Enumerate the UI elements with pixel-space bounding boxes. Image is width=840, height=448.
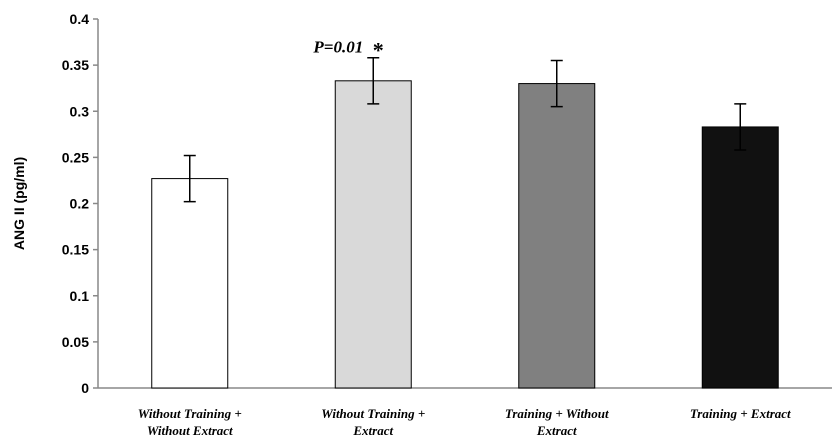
significance-star: *	[373, 38, 384, 63]
x-tick-label: Extract	[352, 423, 393, 438]
p-value-annotation: P=0.01	[312, 38, 363, 57]
bar	[334, 80, 412, 389]
annotation: P=0.01 *	[312, 38, 383, 63]
y-axis-ticks: 0 0.05 0.1 0.15 0.2 0.25 0.3 0.35 0.4	[62, 11, 98, 396]
x-tick-label: Training + Extract	[690, 406, 791, 421]
x-tick-label: Without Training +	[138, 406, 242, 421]
bar	[701, 126, 779, 389]
x-tick-label: Training + Without	[505, 406, 609, 421]
x-tick-label: Without Training +	[321, 406, 425, 421]
x-axis-labels: Without Training + Without Extract Without…	[138, 406, 791, 438]
y-tick-label: 0.2	[70, 196, 90, 212]
x-tick-label: Without Extract	[147, 423, 233, 438]
y-tick-label: 0.3	[70, 103, 90, 119]
error-bars	[183, 56, 747, 203]
bar	[151, 178, 229, 389]
y-tick-label: 0.15	[62, 242, 89, 258]
y-tick-label: 0.4	[70, 11, 90, 27]
y-tick-label: 0.1	[70, 288, 90, 304]
bars	[151, 80, 779, 389]
y-tick-label: 0	[81, 380, 89, 396]
x-tick-label: Extract	[536, 423, 577, 438]
y-tick-label: 0.35	[62, 57, 89, 73]
y-tick-label: 0.05	[62, 334, 89, 350]
y-axis-label: ANG II (pg/ml)	[11, 157, 27, 250]
bar	[518, 83, 596, 389]
y-tick-label: 0.25	[62, 149, 89, 165]
